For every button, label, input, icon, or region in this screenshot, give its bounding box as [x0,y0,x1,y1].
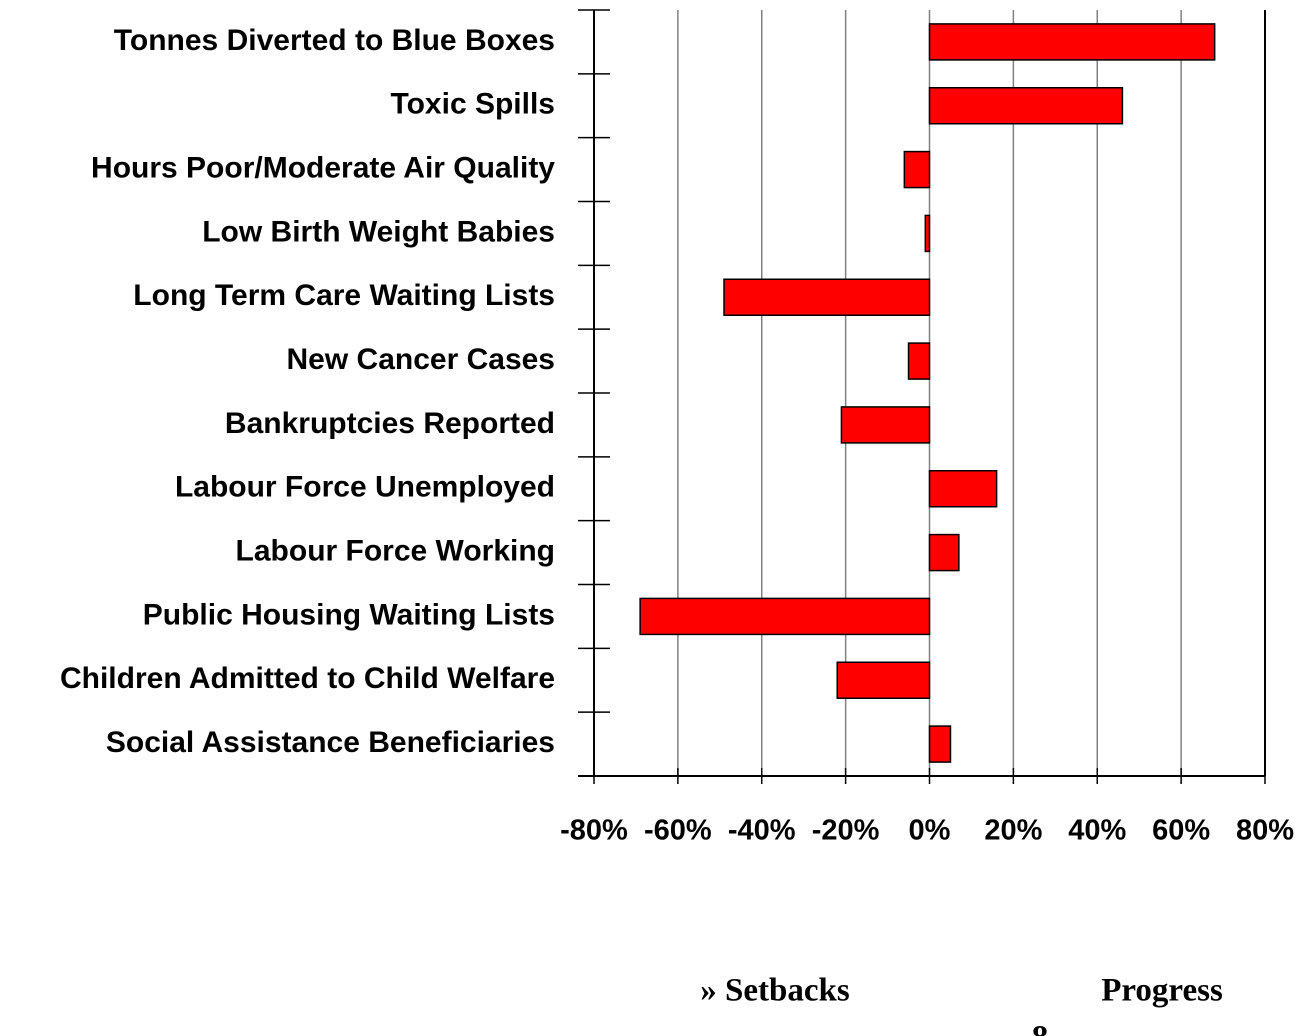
y-tick-label: Social Assistance Beneficiaries [106,726,555,759]
annotation: Progress [1101,973,1223,1009]
bar [840,406,931,444]
x-tick-label: 40% [1068,815,1126,847]
x-tick-label: -80% [560,815,628,847]
bar [723,278,931,316]
x-tick-label: 80% [1236,815,1294,847]
x-tick-label: -40% [728,815,796,847]
y-tick-label: Toxic Spills [391,88,556,121]
x-tick-label: 60% [1152,815,1210,847]
y-tick-label: Tonnes Diverted to Blue Boxes [114,24,555,57]
x-tick-label: -60% [644,815,712,847]
annotation: 8 [1032,1020,1049,1036]
y-tick-label: Hours Poor/Moderate Air Quality [91,152,555,185]
x-tick-label: 20% [984,815,1042,847]
bar [639,597,931,636]
bar [928,23,1216,61]
bar [903,150,931,189]
bar [907,342,931,380]
bar [928,470,998,508]
y-tick-label: New Cancer Cases [287,343,555,376]
x-tick-label: -20% [812,815,880,847]
y-tick-label: Bankruptcies Reported [225,407,555,440]
y-tick-label: Labour Force Unemployed [175,471,555,504]
x-tick-label: 0% [909,815,951,847]
bar [836,661,931,699]
bar [924,214,931,253]
y-tick-label: Public Housing Waiting Lists [143,598,555,631]
y-tick-label: Labour Force Working [236,535,555,568]
bar [928,725,952,763]
bar [928,533,960,572]
y-tick-label: Low Birth Weight Babies [202,215,555,248]
annotation: » Setbacks [700,973,850,1009]
y-tick-label: Long Term Care Waiting Lists [133,279,555,312]
bar [928,87,1124,125]
y-tick-label: Children Admitted to Child Welfare [60,662,555,695]
